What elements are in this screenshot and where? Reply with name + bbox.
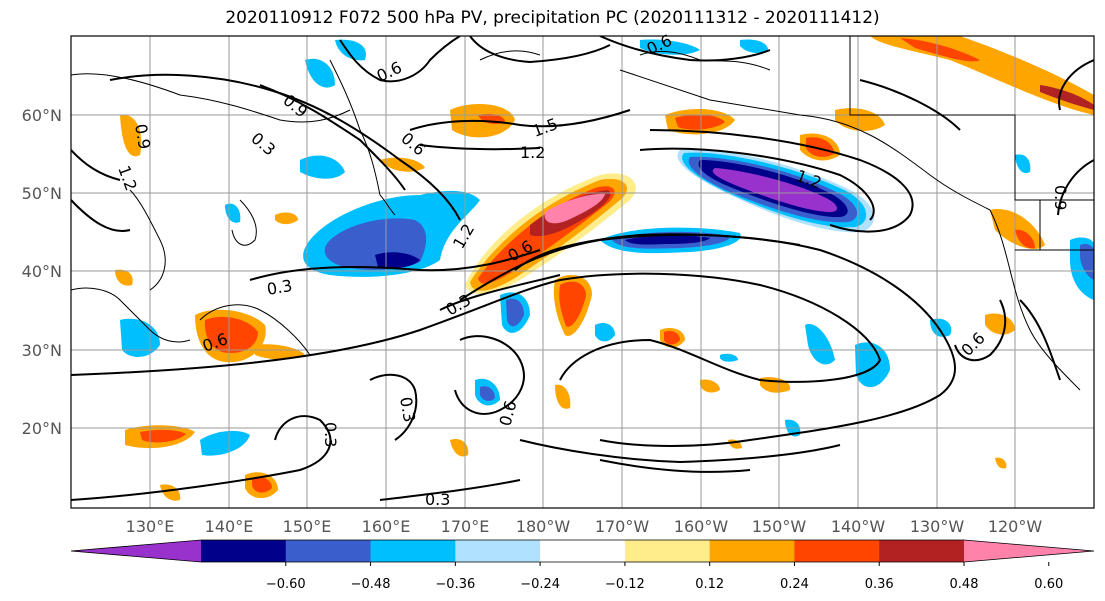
colorbar-tick-label: 0.12 — [695, 577, 724, 592]
precipitation-shading — [115, 36, 1094, 501]
map-frame — [70, 35, 1095, 509]
colorbar-segment — [624, 540, 711, 562]
coastlines — [71, 36, 1094, 391]
contour-label: 0.9 — [131, 122, 154, 150]
colorbar-segment — [455, 540, 541, 562]
lat-label-50n: 50°N — [22, 184, 62, 203]
colorbar-tick-label: −0.12 — [605, 577, 645, 592]
contour-label: 0.3 — [321, 422, 340, 447]
lon-label: 170°E — [441, 517, 490, 536]
colorbar-outline — [70, 539, 1095, 563]
lon-label: 150°E — [283, 517, 332, 536]
colorbar-segment — [879, 540, 965, 562]
colorbar-segment — [709, 540, 795, 562]
lon-label: 150°W — [752, 517, 807, 536]
colorbar-segments — [70, 539, 1095, 566]
colorbar-segment — [370, 540, 456, 562]
latitude-labels: 60°N 50°N 40°N 30°N 20°N — [22, 106, 62, 438]
lon-label: 130°W — [910, 517, 965, 536]
lat-label-60n: 60°N — [22, 106, 62, 125]
colorbar-tick-label: 0.60 — [1034, 577, 1063, 592]
lon-label: 170°W — [595, 517, 650, 536]
colorbar-segment — [794, 540, 880, 562]
colorbar-extension-high — [964, 540, 1094, 562]
colorbar-tick-label: −0.48 — [351, 577, 391, 592]
colorbar-tick-label: 0.24 — [780, 577, 809, 592]
pv-contours — [71, 36, 1094, 501]
lat-label-20n: 20°N — [22, 419, 62, 438]
colorbar-tick-label: −0.36 — [435, 577, 475, 592]
longitude-labels: 130°E 140°E 150°E 160°E 170°E 180°W 170°… — [126, 517, 1043, 536]
lon-label: 180°W — [516, 517, 571, 536]
colorbar-segment — [201, 540, 287, 562]
contour-label: 1.2 — [520, 143, 545, 162]
colorbar-tick-label: −0.24 — [520, 577, 560, 592]
lon-label: 160°W — [674, 517, 729, 536]
colorbar-segment — [540, 540, 626, 562]
lon-label: 140°W — [831, 517, 886, 536]
contour-label: 0.3 — [425, 490, 450, 509]
lon-label: 160°E — [362, 517, 411, 536]
contour-label: 0.3 — [265, 276, 293, 299]
lat-label-30n: 30°N — [22, 341, 62, 360]
lon-label: 130°E — [126, 517, 175, 536]
colorbar-tick-label: 0.48 — [950, 577, 979, 592]
lon-label: 120°W — [988, 517, 1043, 536]
gridlines — [71, 36, 1094, 508]
lat-label-40n: 40°N — [22, 262, 62, 281]
colorbar-tick-label: 0.36 — [865, 577, 894, 592]
colorbar-segment — [285, 540, 372, 562]
lon-label: 140°E — [205, 517, 254, 536]
contour-label: 0.3 — [396, 395, 419, 423]
colorbar-ticks: −0.60 −0.48 −0.36 −0.24 −0.12 0.12 0.24 … — [266, 577, 1063, 592]
contour-label: 0.9 — [1051, 185, 1070, 210]
colorbar-tick-label: −0.60 — [266, 577, 306, 592]
colorbar: −0.60 −0.48 −0.36 −0.24 −0.12 0.12 0.24 … — [70, 539, 1095, 592]
map-title: 2020110912 F072 500 hPa PV, precipitatio… — [225, 8, 880, 28]
colorbar-extension-low — [71, 540, 201, 562]
